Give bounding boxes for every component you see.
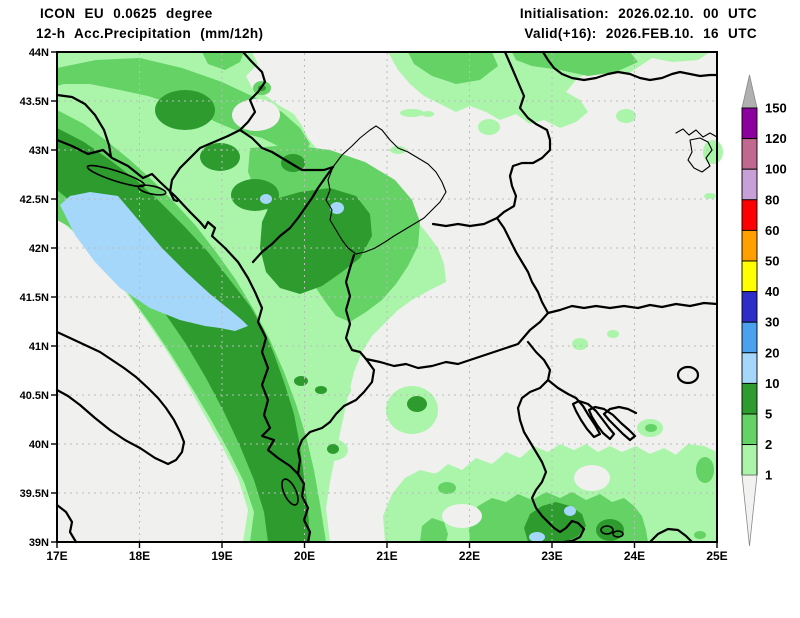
macedonia-greece-border — [364, 311, 550, 370]
legend-value: 10 — [765, 376, 779, 391]
graticule-grid — [58, 53, 716, 541]
lat-label: 43N — [29, 145, 49, 157]
lon-label: 18E — [129, 549, 150, 563]
macedonia-bulgaria-border — [495, 216, 550, 315]
lon-label: 17E — [46, 549, 67, 563]
italy-east-coastline — [55, 330, 186, 466]
legend-color-step — [741, 138, 758, 170]
legend-value: 100 — [765, 162, 787, 177]
model-title: ICON EU 0.0625 degree — [40, 6, 213, 21]
precip-light-blue-layer — [60, 192, 576, 542]
legend-color-step — [741, 321, 758, 354]
kosovo-border — [325, 125, 447, 255]
lat-label: 40.5N — [20, 390, 49, 402]
legend-color-step — [741, 260, 758, 293]
danube-bulgaria-romania-border — [541, 50, 719, 82]
serbia-bulgaria-border — [495, 50, 552, 220]
river-line — [675, 128, 718, 138]
lat-label: 39.5N — [20, 488, 49, 500]
legend-color-step — [741, 229, 758, 262]
euboea-coastline — [648, 527, 694, 544]
lat-label: 41N — [29, 341, 49, 353]
lon-label: 20E — [294, 549, 315, 563]
lat-label: 43.5N — [20, 96, 49, 108]
thasos-island — [676, 365, 700, 385]
legend-value: 60 — [765, 223, 779, 238]
bosnia-montenegro-border — [168, 128, 242, 203]
lat-label: 44N — [29, 47, 49, 59]
latitude-axis: 44N 43.5N 43N 42.5N 42N 41.5N 41N 40.5N 40N 39.5N… — [20, 47, 49, 549]
montenegro-serbia-border — [238, 128, 335, 172]
bulgaria-greece-border — [546, 301, 719, 315]
montenegro-albania-border — [251, 165, 335, 264]
sporades-island-1 — [600, 525, 614, 535]
lon-label: 19E — [211, 549, 232, 563]
axis-ticks — [51, 51, 718, 548]
legend-color-step — [741, 199, 758, 231]
legend-color-step — [741, 352, 758, 384]
albania-macedonia-border — [344, 253, 368, 361]
lat-label: 40N — [29, 439, 49, 451]
lon-label: 22E — [459, 549, 480, 563]
lat-label: 41.5N — [20, 292, 49, 304]
adriatic-coastline — [55, 138, 312, 544]
legend-color-step — [741, 107, 758, 140]
legend-color-step — [741, 413, 758, 446]
lat-label: 42.5N — [20, 194, 49, 206]
lon-label: 21E — [376, 549, 397, 563]
legend-value: 20 — [765, 345, 779, 360]
legend-value: 50 — [765, 254, 779, 269]
lat-label: 39N — [29, 537, 49, 549]
italy-south-coastline — [55, 503, 78, 544]
lon-label: 25E — [706, 549, 727, 563]
croatia-bosnia-border — [55, 93, 113, 159]
precipitation-legend: 150 120 100 80 60 50 40 30 20 10 5 2 1 — [741, 74, 787, 547]
bosnia-serbia-border — [238, 50, 267, 132]
legend-value: 30 — [765, 315, 779, 330]
legend-underflow-arrow — [741, 474, 758, 547]
legend-color-step — [741, 168, 758, 201]
precip-gap-layer — [232, 99, 610, 528]
aegean-coastline — [516, 340, 586, 544]
macedonia-serbia-border — [431, 216, 499, 228]
legend-value: 80 — [765, 192, 779, 207]
river-squiggle-line — [687, 137, 713, 173]
korcula-island — [137, 184, 167, 196]
initialisation-time: Initialisation: 2026.02.10. 00 UTC — [519, 6, 757, 21]
longitude-axis: 17E 18E 19E 20E 21E 22E 23E 24E 25E — [46, 549, 727, 563]
legend-value: 40 — [765, 284, 779, 299]
legend-value: 150 — [765, 101, 787, 116]
legend-value: 2 — [765, 437, 772, 452]
legend-color-step — [741, 382, 758, 415]
lon-label: 24E — [624, 549, 645, 563]
valid-time: Valid(+16): 2026.FEB.10. 16 UTC — [524, 26, 757, 41]
legend-value: 120 — [765, 131, 787, 146]
sporades-island-2 — [612, 530, 624, 538]
corfu-island — [281, 478, 299, 506]
lat-label: 42N — [29, 243, 49, 255]
lon-label: 23E — [541, 549, 562, 563]
legend-value: 1 — [765, 468, 772, 483]
albania-greece-border — [296, 357, 376, 476]
legend-value: 5 — [765, 407, 772, 422]
chalkidiki-coastline — [546, 378, 638, 442]
country-borders — [55, 50, 719, 544]
legend-color-step — [741, 291, 758, 323]
product-title: 12-h Acc.Precipitation (mm/12h) — [36, 26, 264, 41]
legend-color-step — [741, 444, 758, 476]
legend-overflow-arrow — [741, 74, 758, 109]
